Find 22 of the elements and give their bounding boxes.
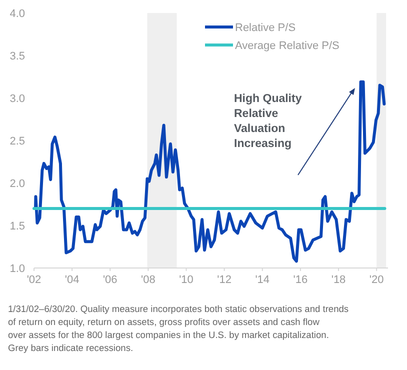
x-tick-label: '10 [179, 274, 194, 286]
y-tick-label: 1.0 [10, 263, 25, 275]
x-tick-label: '20 [369, 274, 384, 286]
y-tick-label: 2.0 [10, 178, 25, 190]
line-series [34, 80, 386, 263]
x-tick-label: '04 [64, 274, 80, 286]
x-tick-label: '02 [26, 274, 42, 286]
x-tick-label: '06 [102, 274, 118, 286]
y-tick-label: 4.0 [10, 8, 25, 20]
x-tick-label: '12 [217, 274, 232, 286]
x-tick-label: '16 [293, 274, 308, 286]
y-tick-label: 3.5 [10, 50, 25, 62]
legend-label: Relative P/S [235, 22, 296, 34]
text: 1/31/02–6/30/20. Quality measure incorporates both static observations and trends of return on equity, return on assets, gross profits over assets and cash flow over assets for the 800 largest companies in the U.S. by market capitalization. Grey bars indicate recessions. [8, 304, 349, 353]
x-tick-label: '14 [255, 274, 270, 286]
x-tick-label: '08 [141, 274, 156, 286]
x-tick-label: '18 [331, 274, 346, 286]
y-tick-label: 1.5 [10, 220, 25, 232]
y-tick-label: 3.0 [10, 93, 25, 105]
legend-label: Average Relative P/S [235, 40, 340, 52]
y-tick-label: 2.5 [10, 136, 25, 148]
annotation: High Quality Relative Valuation Increasing [234, 93, 302, 150]
